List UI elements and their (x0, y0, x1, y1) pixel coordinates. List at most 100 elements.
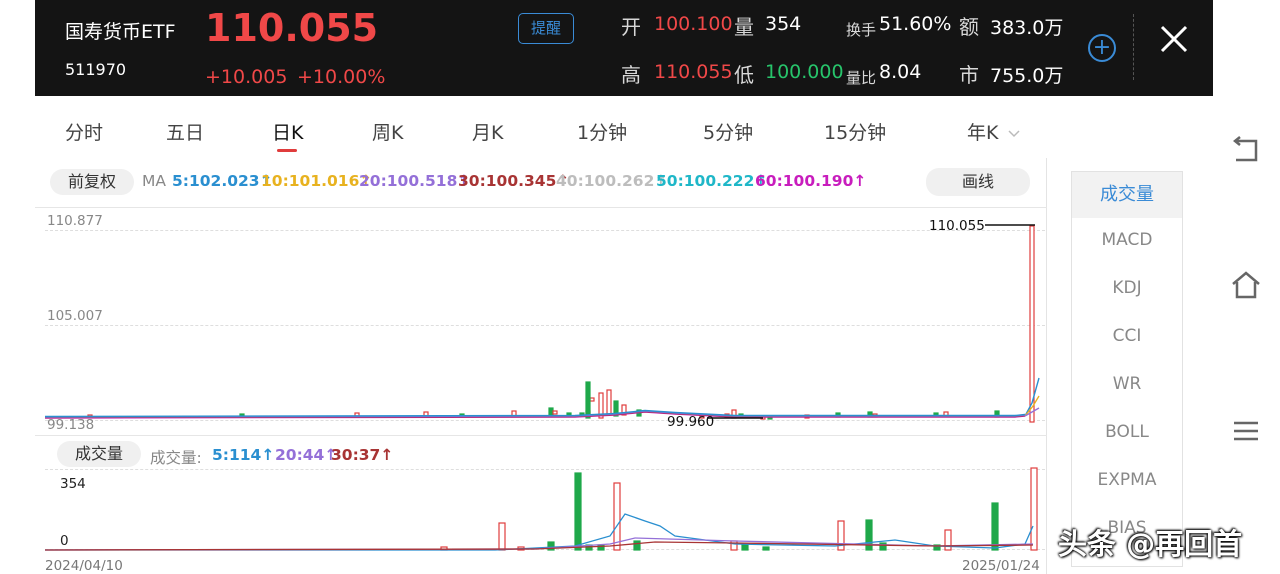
volume-ma-30: 30:37↑ (331, 446, 394, 464)
indicator-kdj[interactable]: KDJ (1112, 278, 1142, 298)
volume-bar (991, 502, 999, 551)
price-candle (598, 392, 604, 419)
ma-5-value: 5:102.023↑ (172, 172, 273, 190)
menu-icon[interactable] (1230, 416, 1262, 446)
remind-button[interactable]: 提醒 (518, 13, 574, 44)
price-axis-max: 110.877 (47, 213, 103, 229)
add-watchlist-icon[interactable]: + (1088, 34, 1116, 62)
volume-bar (837, 520, 845, 551)
price-axis-mid: 105.007 (47, 308, 103, 324)
header-divider (1133, 14, 1134, 80)
volume-bar (933, 544, 941, 551)
volume-ma-5: 5:114↑ (212, 446, 275, 464)
volume-ma-prefix: 成交量: (150, 449, 202, 467)
price-ma-line (1024, 377, 1040, 417)
chevron-down-icon (1007, 129, 1020, 137)
volume-plot (44, 467, 1038, 551)
price-axis-min: 99.138 (47, 417, 95, 433)
indicator-macd[interactable]: MACD (1101, 230, 1153, 250)
high-label: 高 (621, 63, 641, 87)
low-value: 100.000 (765, 61, 844, 83)
price-gridline-top (45, 230, 1045, 231)
close-icon[interactable] (1157, 22, 1191, 56)
indicator-expma[interactable]: EXPMA (1097, 470, 1157, 490)
indicator-wr[interactable]: WR (1112, 374, 1142, 394)
tab-5min[interactable]: 5分钟 (703, 122, 754, 144)
price-ma-line (1024, 395, 1040, 417)
last-price: 110.055 (205, 6, 379, 50)
price-ma-line (44, 409, 1026, 418)
volume-bar (944, 529, 952, 551)
low-marker-label: 99.960 (667, 414, 715, 430)
price-change: +10.005 (205, 66, 288, 88)
price-gridline-mid (45, 325, 1045, 326)
amount-value: 383.0万 (990, 17, 1064, 39)
chart-top-separator (35, 207, 1047, 208)
ma-prefix: MA (142, 172, 166, 190)
volume-bar (574, 472, 582, 551)
turnover-label: 换手 (846, 21, 877, 39)
price-candle (613, 400, 619, 417)
tab-five-day[interactable]: 五日 (166, 122, 205, 144)
indicator-boll[interactable]: BOLL (1105, 422, 1149, 442)
active-tab-indicator (277, 149, 297, 152)
volume-axis-max: 354 (60, 476, 86, 492)
indicator-volume[interactable]: 成交量 (1072, 172, 1182, 218)
volume-axis-min: 0 (60, 533, 69, 549)
ma-50-value: 50:100.222↑ (656, 172, 768, 190)
volume-ma-line (44, 541, 1034, 551)
volume-bar (762, 546, 770, 551)
date-axis-start: 2024/04/10 (45, 558, 123, 574)
ma-60-value: 60:100.190↑ (755, 172, 867, 190)
volume-bar (1030, 467, 1038, 551)
volume-bar (633, 540, 641, 551)
high-value: 110.055 (654, 61, 733, 83)
ma-40-value: 40:100.262↑ (556, 172, 668, 190)
ma-30-value: 30:100.345↑ (458, 172, 570, 190)
tab-daily-k[interactable]: 日K (272, 122, 304, 144)
tab-weekly-k[interactable]: 周K (372, 122, 404, 144)
volume-ratio-value: 8.04 (879, 61, 922, 83)
price-ma-line (1024, 407, 1040, 417)
volume-ma-line (45, 513, 1034, 551)
indicator-panel: 成交量 MACD KDJ CCI WR BOLL EXPMA BIAS (1071, 171, 1183, 567)
tab-monthly-k[interactable]: 月K (472, 122, 504, 144)
volume-indicator-button[interactable]: 成交量 (57, 441, 141, 467)
indicator-cci[interactable]: CCI (1112, 326, 1142, 346)
volume-bar (879, 542, 887, 551)
tab-intraday[interactable]: 分时 (65, 122, 104, 144)
home-icon[interactable] (1230, 270, 1262, 300)
price-candle (621, 404, 627, 416)
volume-label: 量 (734, 15, 754, 39)
ma-20-value: 20:100.518↑ (359, 172, 471, 190)
turnover-value: 51.60% (879, 13, 952, 35)
tab-yearly-k[interactable]: 年K (967, 118, 1020, 145)
quote-header: 国寿货币ETF 511970 110.055 +10.005 +10.00% 提… (35, 0, 1213, 96)
security-code: 511970 (65, 60, 127, 79)
market-cap-label: 市 (959, 63, 979, 87)
volume-bar (498, 522, 506, 551)
indicator-bias[interactable]: BIAS (1107, 518, 1147, 538)
volume-separator (35, 435, 1047, 436)
draw-line-button[interactable]: 画线 (926, 168, 1030, 196)
tab-1min[interactable]: 1分钟 (577, 122, 628, 144)
price-change-pct: +10.00% (297, 66, 386, 88)
open-label: 开 (621, 15, 641, 39)
volume-gridline-top (45, 469, 1045, 470)
price-gridline-bottom (45, 420, 1045, 421)
tab-15min[interactable]: 15分钟 (824, 122, 887, 144)
kline-chart-area[interactable] (35, 158, 1047, 574)
volume-bar (613, 482, 621, 551)
volume-bar (865, 519, 873, 551)
high-marker-label: 110.055 (929, 218, 985, 234)
volume-bar (547, 541, 555, 551)
price-adjust-button[interactable]: 前复权 (50, 169, 134, 195)
date-axis-end: 2025/01/24 (962, 558, 1040, 574)
volume-ma-20: 20:44↑ (275, 446, 338, 464)
market-cap-value: 755.0万 (990, 65, 1064, 87)
back-icon[interactable] (1230, 136, 1262, 166)
volume-ratio-label: 量比 (846, 69, 877, 87)
amount-label: 额 (959, 15, 979, 39)
price-candle (585, 381, 591, 419)
price-candle (606, 389, 612, 415)
